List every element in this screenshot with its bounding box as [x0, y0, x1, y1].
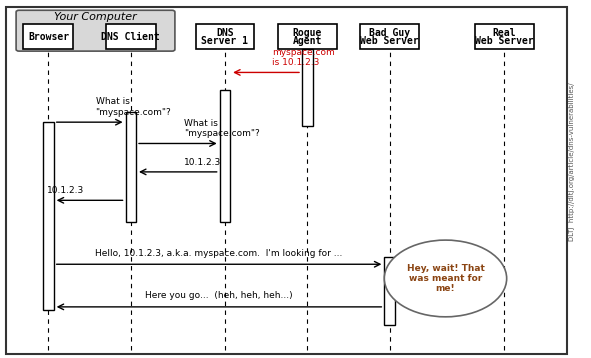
- FancyBboxPatch shape: [106, 24, 156, 49]
- FancyBboxPatch shape: [360, 24, 419, 49]
- Text: Hey, wait! That
was meant for
me!: Hey, wait! That was meant for me!: [407, 263, 485, 293]
- Text: DLTJ  http://dltj.org/article/dns-vulnerabilities/: DLTJ http://dltj.org/article/dns-vulnera…: [569, 82, 575, 241]
- Bar: [384, 257, 395, 325]
- Text: Bad Guy: Bad Guy: [369, 28, 410, 38]
- Text: What is
"myspace.com"?: What is "myspace.com"?: [96, 97, 171, 117]
- Text: What is
"myspace.com"?: What is "myspace.com"?: [184, 119, 259, 138]
- Text: DNS: DNS: [216, 28, 233, 38]
- Ellipse shape: [384, 240, 506, 317]
- Text: myspace.com
is 10.1.2.3: myspace.com is 10.1.2.3: [272, 48, 335, 67]
- Text: 10.1.2.3: 10.1.2.3: [184, 158, 221, 166]
- Text: Hello, 10.1.2.3, a.k.a. myspace.com.  I'm looking for ...: Hello, 10.1.2.3, a.k.a. myspace.com. I'm…: [95, 249, 343, 258]
- FancyBboxPatch shape: [475, 24, 534, 49]
- Text: Browser: Browser: [28, 32, 69, 42]
- Text: Agent: Agent: [293, 36, 322, 46]
- Text: Your Computer: Your Computer: [54, 13, 137, 22]
- Text: Web Server: Web Server: [361, 36, 419, 46]
- Text: Rogue: Rogue: [293, 28, 322, 38]
- FancyBboxPatch shape: [16, 10, 175, 51]
- FancyBboxPatch shape: [278, 24, 337, 49]
- FancyBboxPatch shape: [196, 24, 254, 49]
- Text: Here you go...  (heh, heh, heh...): Here you go... (heh, heh, heh...): [145, 291, 293, 300]
- Bar: [125, 111, 136, 222]
- Bar: [302, 49, 313, 126]
- Text: Server 1: Server 1: [202, 36, 248, 46]
- Text: 10.1.2.3: 10.1.2.3: [47, 186, 84, 195]
- Bar: [43, 122, 54, 310]
- FancyBboxPatch shape: [24, 24, 73, 49]
- Bar: [220, 90, 230, 222]
- Text: Real: Real: [492, 28, 516, 38]
- Text: Web Server: Web Server: [475, 36, 534, 46]
- Text: DNS Client: DNS Client: [102, 32, 160, 42]
